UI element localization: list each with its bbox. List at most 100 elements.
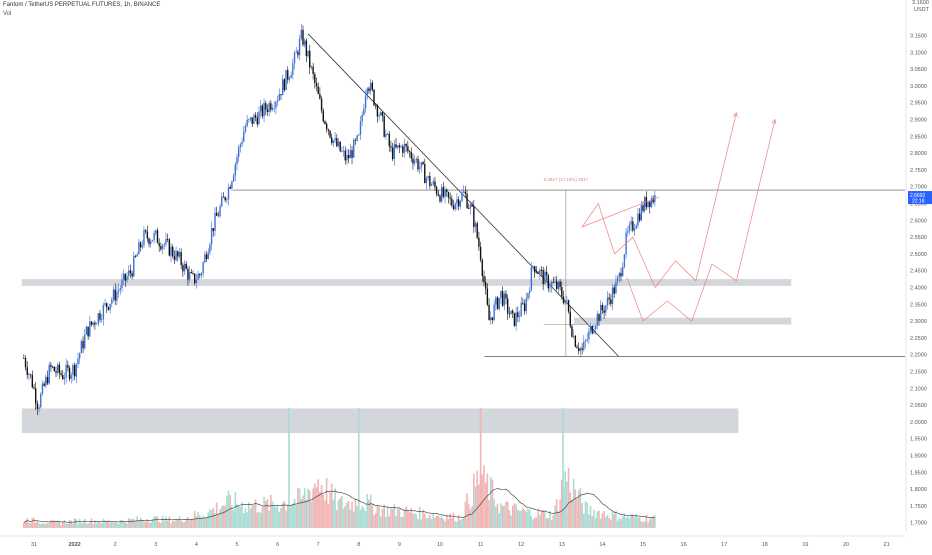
candle-body <box>550 281 553 288</box>
candle-body <box>381 112 384 117</box>
candle-body <box>505 293 507 299</box>
volume-bar <box>505 501 507 528</box>
volume-bar <box>185 518 188 528</box>
volume-bar <box>582 513 585 528</box>
volume-bar <box>581 503 583 528</box>
volume-bar <box>259 512 262 528</box>
candle-body <box>490 317 492 321</box>
volume-bar <box>537 508 539 528</box>
candle-body <box>630 221 632 225</box>
candle-body <box>45 376 47 386</box>
candle-body <box>618 273 621 278</box>
time-tick-label: 17 <box>721 542 727 548</box>
volume-bar <box>204 517 206 528</box>
price-tick-label: 2.8000 <box>910 151 927 157</box>
time-axis-layer[interactable]: 31 2022 2 3 4 5 6 7 8 9 10 11 12 13 14 15 16 17 18 19 20 21 <box>0 535 905 548</box>
volume-bar <box>604 516 607 528</box>
volume-bar <box>610 519 612 528</box>
volume-bar <box>459 519 462 528</box>
volume-bar <box>473 473 475 528</box>
candle-body <box>141 245 143 248</box>
candle-body <box>26 367 28 375</box>
sr-zone <box>21 279 792 286</box>
candle-body <box>554 281 556 283</box>
volume-bar <box>549 511 551 528</box>
volume-bar <box>363 508 365 528</box>
candle-body <box>307 50 309 57</box>
price-tick-label: 2.5000 <box>910 252 927 258</box>
price-tick-label: 2.3500 <box>910 302 927 308</box>
volume-bar <box>352 511 355 528</box>
volume-bar <box>501 505 504 528</box>
volume-bar <box>400 516 402 528</box>
volume-bar <box>554 505 556 528</box>
volume-bar <box>561 479 563 528</box>
candle-body <box>430 184 433 186</box>
volume-bar <box>242 513 245 528</box>
price-tick-label: 1.8000 <box>910 487 927 493</box>
candle-body <box>408 151 411 152</box>
candle-body <box>559 281 561 287</box>
volume-bar <box>486 473 489 528</box>
volume-bar <box>628 518 631 528</box>
candle-body <box>583 341 585 350</box>
candle-body <box>214 212 216 231</box>
volume-bar <box>80 522 83 528</box>
projection-path-a <box>581 112 737 289</box>
volume-bar <box>144 521 147 528</box>
price-tick-label: 2.5500 <box>910 235 927 241</box>
price-axis-layer[interactable]: 3.1500 3.1000 3.0500 3.0000 2.9500 2.9000 2.85… <box>905 0 932 532</box>
candle-body <box>628 224 631 231</box>
candle-body <box>188 272 191 280</box>
candle-body <box>564 300 566 304</box>
candle-body <box>349 150 352 159</box>
volume-bar <box>642 521 644 528</box>
time-tick-label: 15 <box>640 542 646 548</box>
candle-body <box>129 270 132 274</box>
candle-body <box>397 145 399 148</box>
volume-bar <box>60 524 62 528</box>
candle-body <box>606 297 609 306</box>
volume-bar <box>264 500 267 528</box>
candle-body <box>182 265 184 272</box>
volume-bar <box>165 516 167 528</box>
candle-body <box>232 175 235 182</box>
volume-bar <box>574 489 577 528</box>
volume-bar <box>471 506 473 528</box>
price-tick-label: 1.9000 <box>910 454 927 460</box>
volume-bar <box>197 512 199 528</box>
volume-bar <box>61 522 64 528</box>
volume-bar <box>555 499 558 528</box>
candle-body <box>68 367 71 379</box>
candle-body <box>224 197 226 201</box>
volume-bar <box>643 521 646 528</box>
volume-bar <box>566 481 568 528</box>
candle-body <box>419 167 421 170</box>
volume-bar <box>117 523 120 528</box>
volume-bar <box>429 514 431 528</box>
volume-bar <box>271 501 274 528</box>
candle-body <box>292 63 294 75</box>
candle-body <box>70 374 72 379</box>
candle-body <box>319 93 321 99</box>
volume-bar <box>307 488 309 528</box>
volume-bar <box>278 511 281 528</box>
volume-bar <box>483 465 485 528</box>
candle-body <box>383 116 385 137</box>
candle-body <box>478 237 480 247</box>
volume-bar <box>293 498 296 528</box>
candle-body <box>415 158 418 161</box>
volume-bar <box>351 501 353 528</box>
volume-bar <box>180 520 182 528</box>
candle-body <box>488 304 490 321</box>
volume-bar <box>202 515 204 528</box>
volume-bar <box>616 520 619 528</box>
volume-bar <box>451 518 453 528</box>
volume-bar <box>408 512 411 528</box>
candle-body <box>498 297 500 309</box>
volume-bar <box>231 505 233 528</box>
candle-body <box>97 313 99 324</box>
volume-bar <box>342 508 345 528</box>
